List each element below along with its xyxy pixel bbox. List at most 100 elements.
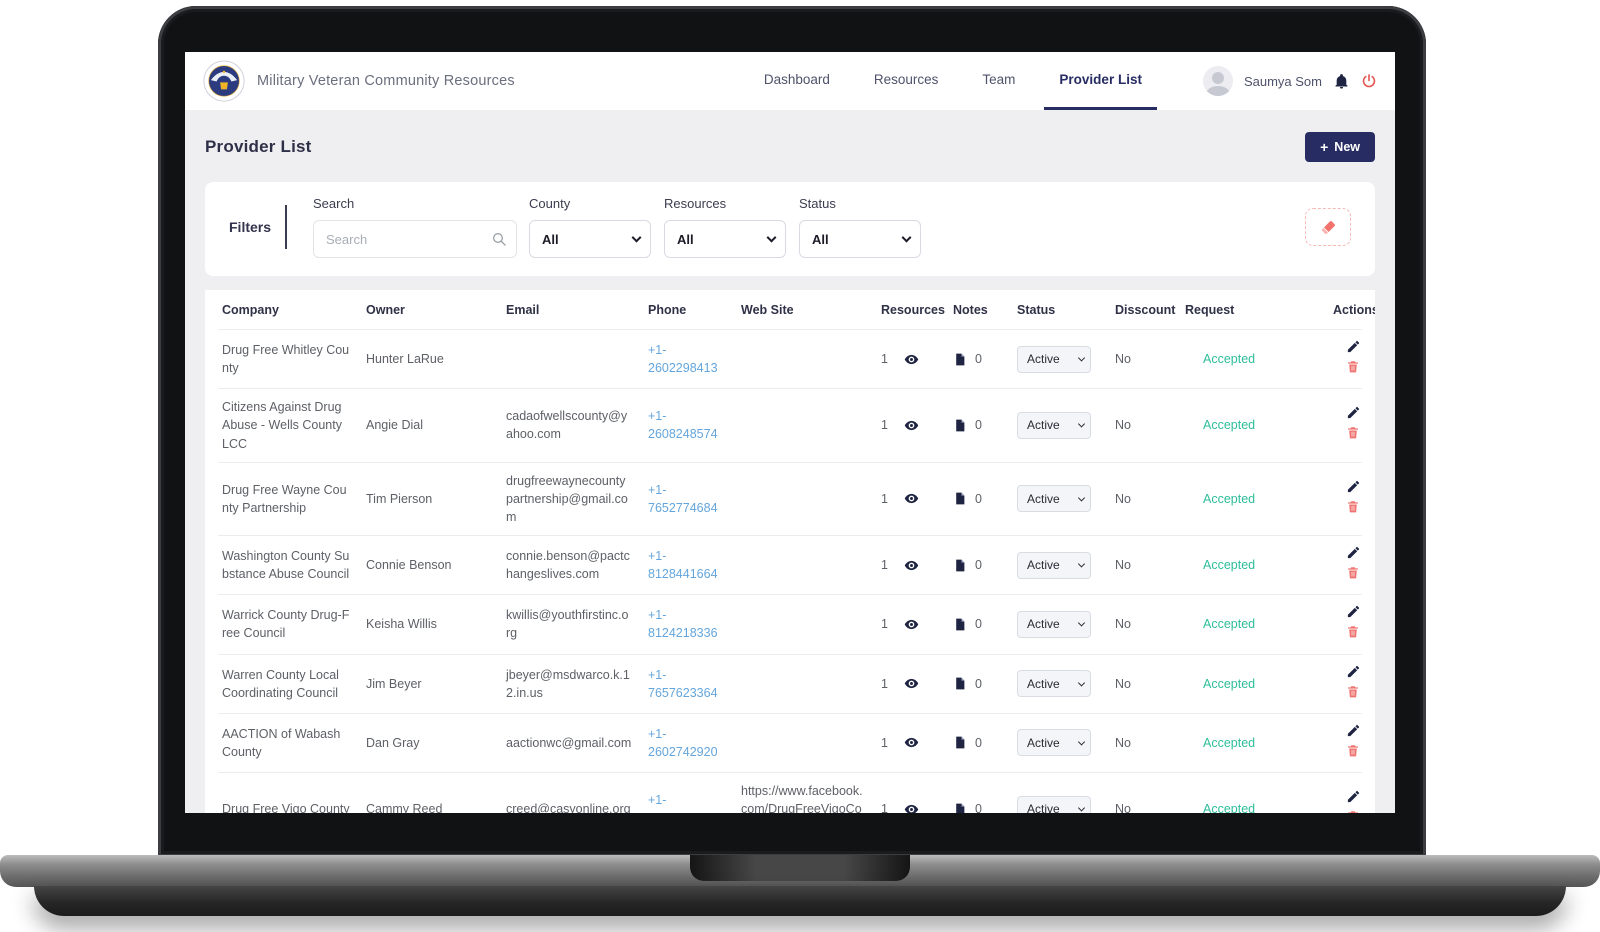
eraser-icon — [1321, 220, 1335, 234]
delete-button[interactable] — [1346, 624, 1360, 642]
app-title: Military Veteran Community Resources — [257, 73, 515, 89]
row-status-select[interactable]: Active — [1017, 411, 1091, 439]
county-filter-group: County All — [529, 196, 652, 258]
status-cell: Active — [1009, 461, 1107, 536]
resources-count: 1 — [881, 352, 888, 367]
edit-button[interactable] — [1346, 479, 1361, 497]
discount-cell: No — [1107, 328, 1177, 389]
request-cell: Accepted — [1177, 388, 1325, 463]
row-status-select[interactable]: Active — [1017, 610, 1091, 638]
resources-cell: 1 — [873, 328, 945, 389]
notes-file-icon[interactable] — [953, 802, 967, 813]
discount-cell: No — [1107, 771, 1177, 813]
row-status-select[interactable]: Active — [1017, 551, 1091, 579]
email-cell: connie.benson@pactchangeslives.com — [498, 534, 640, 595]
edit-pencil-icon — [1347, 665, 1360, 677]
website-cell — [733, 461, 873, 536]
phone-link[interactable]: +1-8122323952 — [648, 793, 718, 813]
view-resources-eye-icon[interactable] — [903, 734, 920, 751]
table-row: Citizens Against Drug Abuse - Wells Coun… — [218, 388, 1362, 463]
page-body: Provider List + New Filters Search — [185, 110, 1395, 813]
website-cell — [733, 712, 873, 773]
search-input[interactable] — [313, 220, 518, 258]
county-select[interactable]: All — [529, 220, 652, 258]
phone-link[interactable]: +1-2602742920 — [648, 726, 718, 759]
notifications-button[interactable] — [1333, 73, 1350, 90]
discount-cell: No — [1107, 388, 1177, 463]
avatar[interactable] — [1202, 66, 1233, 96]
row-status-select[interactable]: Active — [1017, 795, 1091, 813]
delete-button[interactable] — [1346, 425, 1360, 443]
view-resources-eye-icon[interactable] — [903, 616, 920, 633]
nav-item-resources[interactable]: Resources — [873, 72, 939, 87]
notes-file-icon[interactable] — [953, 735, 967, 750]
edit-button[interactable] — [1346, 664, 1361, 682]
edit-button[interactable] — [1346, 723, 1361, 741]
resources-label: Resources — [664, 196, 727, 211]
notes-file-icon[interactable] — [953, 418, 967, 433]
nav-item-team[interactable]: Team — [982, 72, 1016, 87]
delete-button[interactable] — [1346, 809, 1360, 813]
view-resources-eye-icon[interactable] — [903, 801, 920, 813]
row-status-select[interactable]: Active — [1017, 729, 1091, 757]
column-header-email: Email — [506, 303, 540, 317]
row-status-select[interactable]: Active — [1017, 670, 1091, 698]
edit-button[interactable] — [1346, 789, 1361, 807]
view-resources-eye-icon[interactable] — [903, 490, 920, 507]
actions-cell — [1325, 712, 1362, 773]
view-resources-eye-icon[interactable] — [903, 417, 920, 434]
notes-file-icon[interactable] — [953, 676, 967, 691]
provider-table-card: Company Owner Email Phone Web Site Resou… — [205, 290, 1375, 813]
filters-divider — [285, 205, 288, 249]
view-resources-eye-icon[interactable] — [903, 557, 920, 574]
notes-cell: 0 — [945, 712, 1009, 773]
resources-select[interactable]: All — [664, 220, 787, 258]
phone-link[interactable]: +1-8128441664 — [648, 549, 718, 582]
delete-button[interactable] — [1346, 565, 1360, 583]
search-filter-group: Search — [313, 196, 518, 258]
edit-button[interactable] — [1346, 405, 1361, 423]
phone-link[interactable]: +1-2608248574 — [648, 409, 718, 442]
row-status-select[interactable]: Active — [1017, 485, 1091, 513]
phone-link[interactable]: +1-2602298413 — [648, 343, 718, 376]
resources-count: 1 — [881, 617, 888, 632]
phone-cell: +1-8128441664 — [640, 534, 733, 595]
laptop-notch — [690, 855, 910, 881]
view-resources-eye-icon[interactable] — [903, 351, 920, 368]
actions-cell — [1325, 534, 1362, 595]
resources-cell: 1 — [873, 594, 945, 654]
phone-link[interactable]: +1-7657623364 — [648, 667, 718, 700]
clear-filters-button[interactable] — [1305, 208, 1351, 246]
new-provider-button[interactable]: + New — [1305, 132, 1375, 162]
notes-file-icon[interactable] — [953, 617, 967, 632]
edit-button[interactable] — [1346, 545, 1361, 563]
view-resources-eye-icon[interactable] — [903, 675, 920, 692]
notes-file-icon[interactable] — [953, 352, 967, 367]
row-status-select[interactable]: Active — [1017, 345, 1091, 373]
email-cell: jbeyer@msdwarco.k.12.in.us — [498, 653, 640, 714]
delete-button[interactable] — [1346, 359, 1360, 377]
nav-item-dashboard[interactable]: Dashboard — [763, 72, 830, 87]
status-select[interactable]: All — [799, 220, 922, 258]
request-cell: Accepted — [1177, 712, 1325, 773]
discount-cell: No — [1107, 594, 1177, 654]
phone-link[interactable]: +1-7652774684 — [648, 482, 718, 515]
owner-cell: Hunter LaRue — [358, 328, 498, 389]
edit-button[interactable] — [1346, 604, 1361, 622]
notes-file-icon[interactable] — [953, 491, 967, 506]
delete-button[interactable] — [1346, 499, 1360, 517]
notes-file-icon[interactable] — [953, 558, 967, 573]
edit-button[interactable] — [1346, 339, 1361, 357]
nav-item-provider-list[interactable]: Provider List — [1044, 52, 1157, 110]
company-cell: Warrick County Drug-Free Council — [218, 594, 358, 654]
delete-button[interactable] — [1346, 684, 1360, 702]
laptop-bottom — [34, 886, 1566, 916]
status-label: Status — [799, 196, 836, 211]
notes-count: 0 — [975, 352, 982, 367]
delete-button[interactable] — [1346, 743, 1360, 761]
delete-trash-icon — [1348, 745, 1358, 757]
company-cell: Warren County Local Coordinating Council — [218, 653, 358, 714]
resources-count: 1 — [881, 558, 888, 573]
logout-button[interactable] — [1361, 73, 1377, 89]
phone-link[interactable]: +1-8124218336 — [648, 608, 718, 641]
